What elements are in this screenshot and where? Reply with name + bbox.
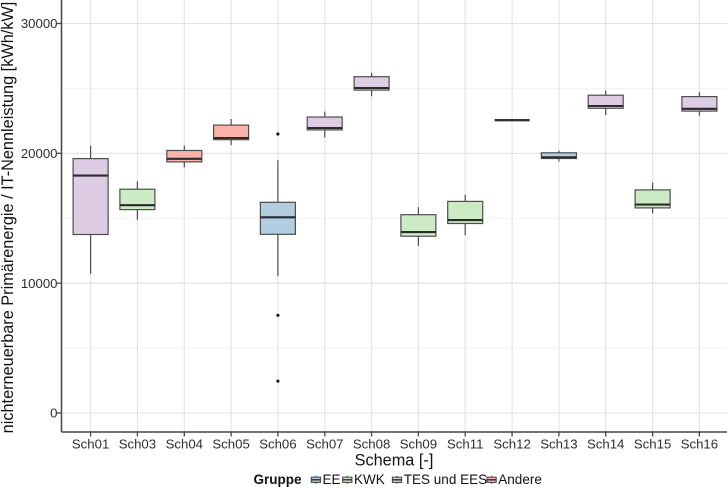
svg-text:Sch14: Sch14 [587,437,624,452]
svg-text:TES und EES: TES und EES [404,472,487,487]
svg-text:KWK: KWK [354,472,385,487]
svg-text:20000: 20000 [21,146,58,161]
svg-text:Sch08: Sch08 [353,437,390,452]
svg-text:Sch13: Sch13 [540,437,577,452]
svg-text:Sch09: Sch09 [400,437,437,452]
svg-text:Gruppe: Gruppe [254,472,302,487]
svg-text:Andere: Andere [498,472,542,487]
svg-text:10000: 10000 [21,276,58,291]
svg-text:Sch01: Sch01 [72,437,109,452]
svg-text:Sch11: Sch11 [447,437,483,452]
svg-text:Sch06: Sch06 [259,437,296,452]
svg-text:EE: EE [323,472,341,487]
svg-text:Schema [-]: Schema [-] [355,452,434,470]
svg-text:30000: 30000 [21,16,58,31]
svg-text:Sch07: Sch07 [306,437,343,452]
svg-text:Sch05: Sch05 [212,437,249,452]
svg-text:Sch03: Sch03 [119,437,156,452]
svg-text:Sch04: Sch04 [166,437,203,452]
svg-text:Sch16: Sch16 [681,437,718,452]
svg-text:Sch15: Sch15 [634,437,671,452]
svg-text:Sch12: Sch12 [493,437,530,452]
svg-text:nichterneuerbare Primärenergie: nichterneuerbare Primärenergie / IT-Nenn… [0,2,17,434]
svg-text:0: 0 [50,406,57,421]
